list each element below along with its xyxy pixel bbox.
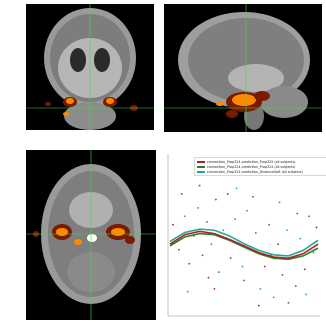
scatter-point: [286, 229, 288, 232]
chart-legend: connection_Prop324 prediction_Prop325 (a…: [194, 157, 326, 176]
scatter-point: [241, 265, 244, 268]
scatter-point: [294, 285, 297, 287]
scatter-point: [296, 212, 299, 215]
legend-label-green: connection_Prop324 prediction_Prop324 (a…: [207, 164, 296, 169]
scatter-plot-panel: [162, 150, 322, 320]
scatter-point: [183, 215, 186, 218]
legend-item-red: connection_Prop324 prediction_Prop325 (a…: [197, 159, 325, 164]
scatter-point: [186, 290, 189, 293]
scatter-point: [305, 293, 308, 296]
legend-label-red: connection_Prop324 prediction_Prop325 (a…: [207, 159, 296, 164]
scatter-point: [235, 187, 238, 190]
scatter-point: [172, 223, 174, 226]
scatter-point: [281, 274, 284, 276]
legend-item-green: connection_Prop324 prediction_Prop324 (a…: [197, 164, 325, 169]
scatter-point: [197, 207, 200, 209]
scatter-point: [251, 195, 254, 198]
scatter-point: [257, 304, 260, 307]
scatter-point: [246, 209, 248, 212]
scatter-point: [299, 237, 302, 240]
fit-line-green: [169, 232, 319, 261]
axial-brain-image: [26, 150, 156, 320]
scatter-point: [259, 287, 262, 290]
sagittal-activation: [216, 91, 270, 118]
scatter-point: [201, 254, 204, 257]
scatter-point: [272, 296, 275, 299]
coronal-panel: [26, 4, 154, 130]
scatter-point: [207, 276, 210, 279]
legend-swatch-teal: [197, 170, 205, 173]
fit-line-red: [169, 230, 319, 259]
coronal-brain-image: [26, 4, 154, 130]
scatter-point: [234, 218, 237, 220]
scatter-point: [213, 287, 216, 290]
scatter-point: [177, 248, 180, 251]
scatter-point: [263, 265, 266, 268]
scatter-point: [217, 271, 220, 274]
sagittal-brain-image: [164, 4, 322, 132]
scatter-point: [214, 198, 217, 201]
scatter-point: [198, 184, 201, 187]
scatter-point: [210, 243, 213, 246]
scatter-point: [222, 229, 225, 232]
scatter-point: [180, 193, 183, 195]
scatter-point: [226, 193, 229, 195]
scatter-point: [254, 232, 257, 234]
scatter-point: [278, 201, 281, 204]
axial-panel: [26, 150, 156, 320]
scatter-point: [308, 215, 311, 218]
scatter-point: [303, 268, 306, 271]
scatter-point: [287, 301, 290, 304]
scatter-point: [277, 243, 279, 246]
scatter-plot: [162, 150, 322, 320]
legend-swatch-red: [197, 160, 205, 163]
sagittal-panel: [164, 4, 322, 132]
scatter-point: [315, 226, 318, 229]
scatter-point: [206, 220, 208, 223]
scatter-point: [243, 279, 245, 282]
coronal-activation: [45, 97, 138, 116]
legend-swatch-green: [197, 165, 205, 168]
scatter-point: [312, 251, 315, 254]
fit-line-teal: [169, 228, 319, 257]
legend-item-teal: connection_Prop324 prediction_DistanceSo…: [197, 169, 325, 174]
scatter-point: [268, 223, 271, 226]
scatter-point: [188, 262, 191, 265]
scatter-point: [229, 257, 232, 260]
legend-label-teal: connection_Prop324 prediction_DistanceSo…: [207, 169, 303, 174]
